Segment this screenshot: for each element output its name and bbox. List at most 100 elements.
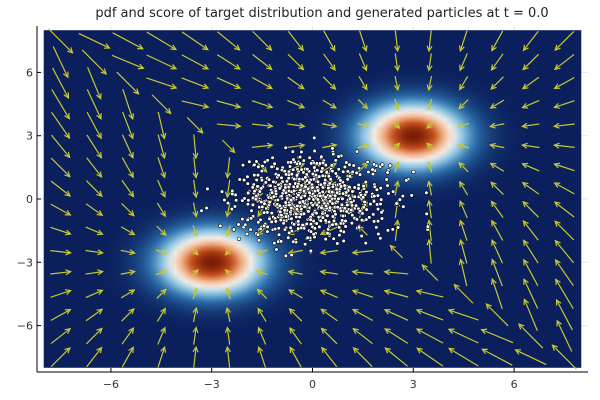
score-arrow [224, 179, 231, 199]
score-arrow [287, 76, 305, 90]
particle [275, 166, 280, 171]
particle [245, 202, 250, 207]
particle [362, 199, 367, 205]
score-arrow [393, 160, 400, 173]
score-arrow [323, 53, 336, 71]
particle [370, 167, 375, 172]
score-arrow [225, 225, 232, 238]
score-arrow [111, 54, 145, 70]
score-arrow [421, 264, 439, 281]
chart-title: pdf and score of target distribution and… [95, 6, 548, 21]
score-arrow [120, 269, 136, 276]
score-arrow [216, 54, 241, 70]
particle [300, 199, 306, 204]
score-arrow [555, 278, 574, 309]
particle [296, 193, 301, 198]
particle [354, 149, 360, 154]
score-arrow [251, 76, 274, 90]
particle [364, 189, 369, 195]
particle [230, 188, 235, 194]
score-arrow [426, 53, 433, 72]
score-arrow [48, 28, 74, 54]
score-arrow [225, 287, 232, 300]
particle [245, 181, 250, 186]
particle [338, 178, 343, 183]
particle [256, 238, 262, 243]
score-arrow [86, 157, 103, 178]
particle [327, 199, 333, 204]
particle [371, 162, 377, 167]
score-arrow [319, 269, 338, 276]
score-arrow [289, 327, 302, 345]
particle [277, 203, 282, 208]
particle [330, 184, 335, 189]
particle [269, 210, 274, 216]
particle [252, 162, 257, 167]
score-arrow [181, 31, 209, 51]
particle [372, 194, 377, 199]
score-arrow [85, 180, 103, 198]
score-arrow [491, 258, 503, 287]
score-arrow [224, 157, 231, 179]
particle [279, 194, 284, 199]
x-tick-label: 3 [410, 378, 417, 391]
score-arrow [120, 226, 136, 236]
particle [349, 221, 354, 226]
particle [323, 237, 328, 242]
particle [380, 162, 385, 167]
particle [372, 184, 377, 189]
particle [304, 221, 309, 226]
particle [335, 190, 340, 195]
particle [340, 218, 345, 223]
particle [241, 177, 247, 183]
score-arrow [322, 76, 337, 91]
particle [354, 170, 359, 176]
particle [255, 184, 260, 189]
particle [397, 197, 403, 202]
score-arrow [321, 346, 338, 368]
score-arrow [522, 30, 539, 52]
score-arrow [458, 258, 468, 287]
score-arrow [491, 30, 504, 52]
score-arrow [225, 202, 232, 218]
score-arrow [289, 346, 302, 368]
particle [315, 197, 320, 202]
score-arrow [224, 268, 232, 277]
particle [330, 189, 335, 195]
score-arrow [351, 289, 374, 298]
score-arrow [121, 346, 134, 368]
particle [330, 169, 335, 174]
particle [237, 177, 242, 182]
score-arrow [217, 31, 241, 51]
score-arrow [485, 303, 509, 327]
score-arrow [523, 298, 538, 331]
score-arrow [522, 220, 539, 241]
score-arrow [257, 307, 267, 322]
score-arrow [287, 269, 303, 276]
score-arrow [50, 308, 72, 322]
score-arrow [256, 288, 268, 299]
x-tick-label: 6 [511, 378, 518, 391]
score-arrow [288, 307, 303, 322]
particle [265, 229, 270, 234]
score-arrow [221, 139, 236, 154]
score-arrow [351, 269, 374, 276]
particle [385, 183, 390, 188]
particle [335, 205, 340, 210]
score-arrow [458, 219, 468, 241]
particle [365, 159, 370, 165]
particle [384, 177, 389, 182]
particle [260, 204, 265, 209]
particle [249, 208, 254, 213]
particle [424, 190, 429, 195]
score-arrow [224, 248, 232, 256]
particle [361, 205, 366, 210]
particle [330, 214, 335, 219]
particle [301, 158, 306, 163]
particle [349, 207, 354, 213]
particle [231, 227, 236, 232]
y-tick-label: −6 [17, 320, 33, 333]
particle [283, 185, 288, 190]
particle [243, 222, 248, 227]
